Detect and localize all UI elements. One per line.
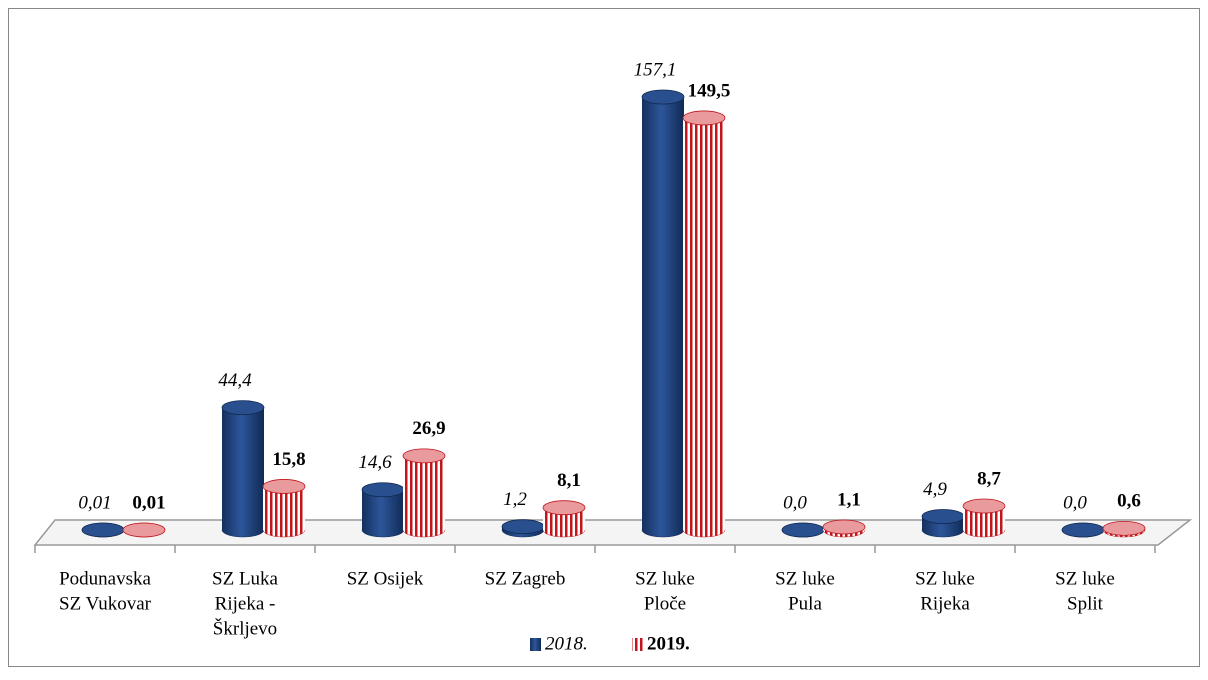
cylinder-top	[922, 509, 964, 523]
x-tick-label: SZ luke	[1055, 568, 1115, 589]
value-label: 8,7	[977, 468, 1001, 489]
floor	[35, 520, 1190, 545]
value-label: 15,8	[272, 449, 305, 470]
cylinder-top	[403, 449, 445, 463]
value-label: 1,1	[837, 489, 861, 510]
x-tick-label: Rijeka -	[215, 593, 276, 614]
x-tick-label: Rijeka	[920, 593, 970, 614]
x-tick-label: SZ luke	[775, 568, 835, 589]
x-tick-label: SZ Vukovar	[59, 593, 152, 614]
value-label: 0,0	[1063, 492, 1087, 513]
value-label: 0,6	[1117, 491, 1141, 512]
legend-swatch	[530, 638, 541, 651]
cylinder-top	[782, 523, 824, 537]
x-tick-label: SZ Osijek	[347, 568, 424, 589]
cylinder-top	[82, 523, 124, 537]
cylinder-top	[222, 401, 264, 415]
x-tick-label: Pula	[788, 593, 822, 614]
value-label: 0,01	[78, 492, 111, 513]
cylinder-top	[543, 501, 585, 515]
bar	[683, 118, 725, 530]
x-tick-label: Ploče	[644, 593, 686, 614]
cylinder-top	[1062, 523, 1104, 537]
cylinder-top	[502, 520, 544, 534]
value-label: 26,9	[412, 418, 445, 439]
x-tick-label: SZ luke	[915, 568, 975, 589]
cylinder-top	[123, 523, 165, 537]
cylinder-top	[963, 499, 1005, 513]
x-tick-label: SZ luke	[635, 568, 695, 589]
cylinder-top	[362, 483, 404, 497]
value-label: 1,2	[503, 489, 527, 510]
x-tick-label: SZ Luka	[212, 568, 279, 589]
value-label: 4,9	[923, 479, 947, 500]
x-tick-label: Split	[1067, 593, 1104, 614]
value-label: 14,6	[358, 452, 392, 473]
cylinder-top	[1103, 521, 1145, 535]
value-label: 0,01	[132, 492, 165, 513]
cylinder-top	[263, 479, 305, 493]
value-label: 44,4	[218, 370, 252, 391]
value-label: 8,1	[557, 470, 581, 491]
x-tick-label: Podunavska	[59, 568, 151, 589]
legend-label: 2019.	[647, 633, 690, 654]
value-label: 0,0	[783, 492, 807, 513]
cylinder-top	[823, 520, 865, 534]
bar	[642, 97, 684, 530]
cylinder-top	[683, 111, 725, 125]
bar	[222, 408, 264, 530]
x-tick-label: SZ Zagreb	[485, 568, 566, 589]
cylinder-top	[642, 90, 684, 104]
legend-label: 2018.	[545, 633, 588, 654]
value-label: 157,1	[634, 59, 677, 80]
value-label: 149,5	[688, 80, 731, 101]
legend-swatch	[632, 638, 643, 651]
bar	[403, 456, 445, 530]
x-tick-label: Škrljevo	[213, 617, 277, 639]
frame	[9, 9, 1200, 667]
